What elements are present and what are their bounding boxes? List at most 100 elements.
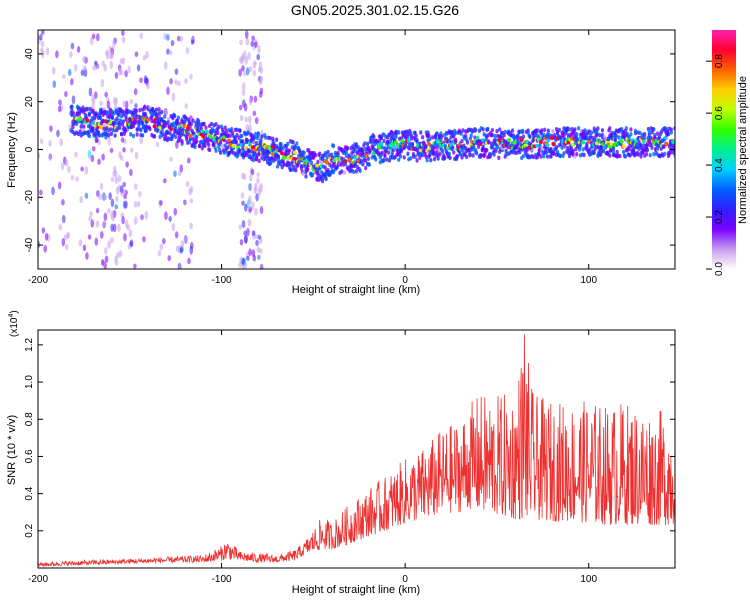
spectrogram-cell	[82, 244, 87, 252]
spectrogram-cell	[138, 107, 142, 113]
spectrogram-cell	[97, 158, 101, 165]
y-tick-label: 1.2	[24, 337, 35, 351]
spectrogram-cell	[589, 130, 594, 135]
spectrogram-cell	[174, 121, 179, 127]
spectrogram-cell	[188, 136, 192, 142]
spectrogram-cell	[551, 128, 555, 134]
spectrogram-cell	[216, 130, 220, 136]
spectrogram-cell	[364, 158, 368, 163]
spectrogram-cell	[645, 147, 650, 153]
spectrogram-cell	[361, 162, 365, 167]
spectrogram-cell	[121, 36, 126, 44]
spectrogram-cell	[209, 121, 214, 127]
spectrogram-cell	[164, 110, 169, 115]
spectrogram-cell	[550, 136, 555, 141]
spectrogram-cell	[258, 91, 263, 99]
spectrogram-cell	[251, 35, 256, 42]
spectrogram-cell	[420, 134, 425, 140]
spectrogram-cell	[61, 214, 66, 224]
spectrogram-cell	[226, 145, 230, 150]
spectrogram-cell	[129, 168, 133, 177]
spectrogram-cell	[475, 136, 480, 141]
colorbar-tick-label: 0.0	[714, 262, 725, 276]
spectrogram-cell	[294, 168, 298, 173]
spectrogram-cell	[70, 104, 74, 109]
spectrogram-cell	[252, 69, 257, 77]
spectrogram-cell	[458, 152, 462, 157]
spectrogram-cell	[104, 255, 109, 263]
spectrogram-cell	[186, 125, 191, 130]
spectrogram-cell	[544, 150, 549, 155]
spectrogram-cell	[104, 91, 108, 98]
spectrogram-cell	[86, 129, 91, 135]
spectrogram-cell	[95, 207, 100, 214]
spectrogram-cell	[39, 189, 43, 196]
spectrogram-cell	[115, 116, 119, 122]
spectrogram-cell	[340, 169, 344, 174]
spectrogram-cell	[251, 230, 256, 237]
spectrogram-cell	[69, 51, 73, 58]
spectrogram-cell	[575, 151, 579, 157]
spectrogram-y-axis-label: Frequency (Hz)	[6, 112, 18, 188]
spectrogram-cell	[436, 142, 440, 148]
spectrogram-cell	[286, 141, 290, 147]
spectrogram-cell	[108, 127, 113, 132]
spectrogram-cell	[575, 131, 579, 137]
spectrogram-cell	[643, 132, 647, 137]
spectrogram-cell	[253, 135, 257, 140]
spectrogram-cell	[91, 94, 95, 102]
spectrogram-cell	[89, 36, 94, 46]
spectrogram-cell	[310, 172, 315, 178]
spectrogram-cell	[112, 96, 117, 106]
spectrogram-cell	[239, 39, 243, 46]
y-tick-label: 0.2	[24, 523, 35, 537]
spectrogram-cell	[600, 128, 605, 133]
spectrogram-cell	[41, 30, 45, 36]
spectrogram-cell	[187, 257, 191, 265]
spectrogram-cell	[102, 221, 107, 228]
spectrogram-cell	[245, 67, 250, 76]
spectrogram-cell	[469, 133, 473, 138]
spectrogram-cell	[85, 252, 89, 260]
spectrogram-cell	[454, 137, 458, 143]
spectrogram-cell	[374, 157, 378, 162]
spectrogram-cell	[410, 142, 415, 147]
spectrogram-cell	[101, 153, 105, 161]
spectrogram-cell	[103, 63, 107, 72]
spectrogram-cell	[114, 255, 118, 263]
spectrogram-cell	[169, 127, 174, 132]
spectrogram-cell	[538, 139, 543, 144]
spectrogram-cell	[157, 111, 161, 116]
chart-title: GN05.2025.301.02.15.G26	[291, 2, 459, 18]
spectrogram-cell	[112, 111, 116, 116]
spectrogram-cell	[271, 136, 275, 142]
snr-y-multiplier: (x104)	[8, 310, 20, 337]
spectrogram-cell	[252, 254, 257, 262]
spectrogram-cell	[490, 127, 494, 133]
spectrogram-cell	[253, 131, 258, 137]
spectrogram-cell	[535, 143, 540, 148]
spectrogram-cell	[204, 125, 208, 130]
spectrogram-cell	[146, 117, 151, 122]
spectrogram-cell	[671, 139, 675, 144]
spectrogram-cell	[96, 190, 100, 197]
spectrogram-cell	[133, 216, 138, 226]
spectrogram-cell	[127, 65, 131, 74]
spectrogram-cell	[103, 194, 108, 201]
x-tick-label: -100	[212, 574, 232, 585]
spectrogram-cell	[139, 128, 143, 133]
spectrogram-cell	[62, 74, 66, 80]
spectrogram-cell	[202, 121, 206, 127]
spectrogram-cell	[133, 120, 137, 125]
spectrogram-cell	[70, 78, 74, 86]
snr-frame	[37, 329, 676, 569]
spectrogram-cell	[185, 136, 189, 142]
spectrogram-cell	[615, 149, 619, 155]
spectrogram-cell	[87, 133, 92, 139]
spectrogram-cell	[545, 154, 550, 159]
spectrogram-cell	[358, 168, 362, 173]
spectrogram-cell	[292, 156, 297, 161]
spectrogram-cell	[200, 129, 205, 134]
spectrogram-cell	[542, 132, 546, 138]
spectrogram-cell	[91, 121, 96, 126]
